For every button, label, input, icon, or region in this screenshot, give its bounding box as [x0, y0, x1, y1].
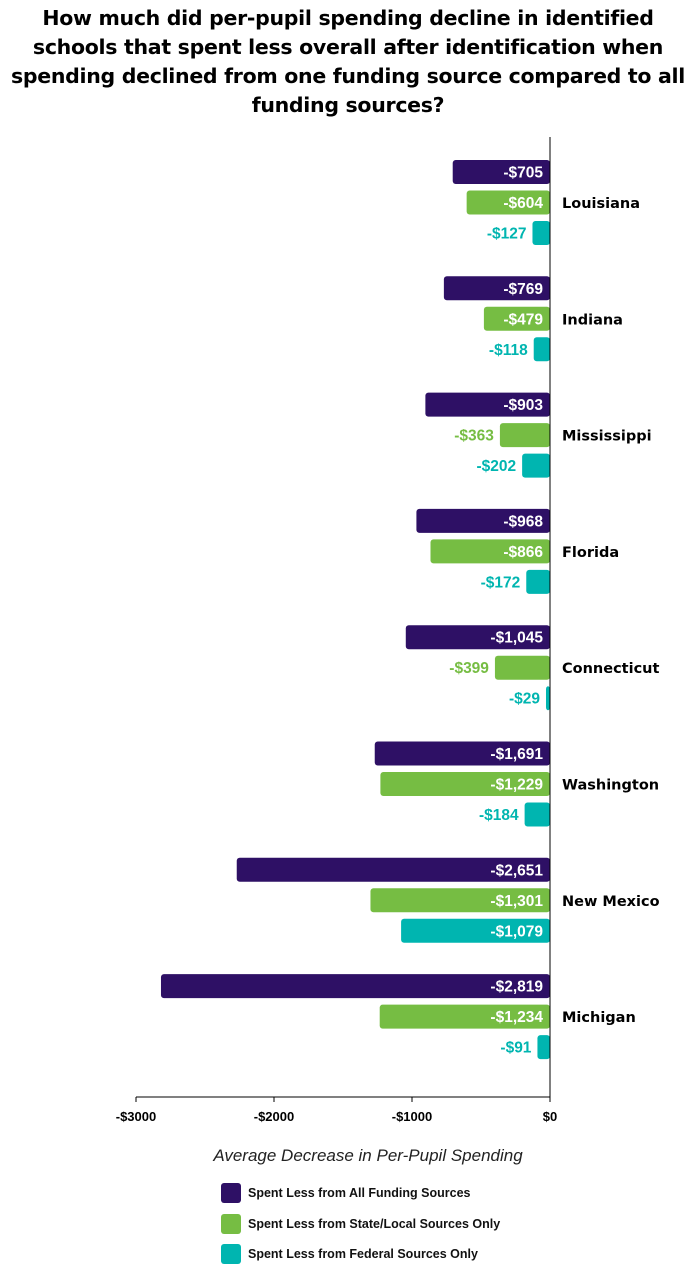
- x-tick-label-3: $0: [543, 1109, 557, 1124]
- x-tick-label-0: -$3000: [116, 1109, 156, 1124]
- bar-louisiana-state-local: [466, 190, 550, 215]
- bar-washington-federal: [524, 802, 550, 827]
- bar-florida-all-sources: [416, 508, 550, 533]
- bar-new-mexico-federal: [401, 918, 550, 943]
- data-label-new-mexico-state-local: -$1,301: [490, 893, 543, 910]
- bar-indiana-all-sources: [443, 276, 550, 301]
- data-label-mississippi-all-sources: -$903: [503, 397, 543, 414]
- legend-item-all-sources: Spent Less from All Funding Sources: [221, 1183, 500, 1203]
- legend-item-federal: Spent Less from Federal Sources Only: [221, 1244, 500, 1264]
- data-label-florida-all-sources: -$968: [503, 513, 543, 530]
- data-label-connecticut-federal: -$29: [509, 691, 540, 708]
- category-label-mississippi: Mississippi: [562, 429, 652, 445]
- data-label-indiana-federal: -$118: [489, 342, 528, 359]
- bar-washington-all-sources: [374, 741, 550, 766]
- data-label-new-mexico-all-sources: -$2,651: [490, 862, 543, 879]
- data-label-michigan-state-local: -$1,234: [490, 1009, 543, 1026]
- bar-connecticut-federal: [545, 686, 550, 711]
- bar-connecticut-state-local: [494, 655, 550, 680]
- data-label-florida-state-local: -$866: [503, 544, 543, 561]
- data-label-connecticut-state-local: -$399: [449, 660, 489, 677]
- bar-louisiana-federal: [532, 221, 550, 245]
- data-label-connecticut-all-sources: -$1,045: [490, 630, 543, 647]
- category-label-florida: Florida: [562, 545, 619, 561]
- category-label-louisiana: Louisiana: [562, 196, 640, 212]
- bar-indiana-state-local: [483, 306, 550, 331]
- legend-label-all-sources: Spent Less from All Funding Sources: [248, 1186, 471, 1200]
- category-label-connecticut: Connecticut: [562, 661, 659, 677]
- legend-swatch-federal: [221, 1244, 241, 1264]
- bar-washington-state-local: [380, 772, 550, 796]
- data-label-indiana-all-sources: -$769: [503, 281, 543, 298]
- bar-michigan-all-sources: [160, 974, 550, 999]
- data-label-indiana-state-local: -$479: [503, 311, 543, 328]
- data-label-louisiana-federal: -$127: [487, 226, 527, 243]
- data-label-michigan-federal: -$91: [500, 1040, 531, 1057]
- data-label-washington-federal: -$184: [479, 807, 519, 824]
- bar-michigan-federal: [537, 1035, 550, 1060]
- bar-mississippi-all-sources: [425, 392, 550, 417]
- data-label-new-mexico-federal: -$1,079: [490, 923, 543, 940]
- bar-mississippi-federal: [522, 453, 550, 478]
- legend-label-state-local: Spent Less from State/Local Sources Only: [248, 1216, 501, 1231]
- bar-new-mexico-state-local: [370, 888, 550, 913]
- bar-indiana-federal: [533, 337, 550, 362]
- data-label-louisiana-all-sources: -$705: [503, 165, 543, 182]
- x-axis-label: Average Decrease in Per-Pupil Spending: [213, 1146, 523, 1165]
- data-label-florida-federal: -$172: [481, 574, 521, 591]
- legend-swatch-all-sources: [221, 1183, 241, 1203]
- bar-mississippi-state-local: [499, 423, 550, 448]
- category-label-washington: Washington: [562, 778, 659, 794]
- legend-label-federal: Spent Less from Federal Sources Only: [248, 1247, 478, 1261]
- bar-florida-state-local: [430, 539, 550, 564]
- legend-swatch-state-local: [221, 1213, 241, 1234]
- legend: Spent Less from All Funding Sources Spen…: [221, 1183, 500, 1275]
- category-label-new-mexico: New Mexico: [562, 894, 660, 910]
- chart-title: How much did per-pupil spending decline …: [10, 6, 686, 117]
- data-label-louisiana-state-local: -$604: [503, 195, 543, 212]
- x-tick-label-1: -$2000: [254, 1109, 294, 1124]
- data-label-mississippi-state-local: -$363: [454, 428, 494, 445]
- bar-connecticut-all-sources: [405, 625, 550, 650]
- data-label-washington-all-sources: -$1,691: [490, 746, 543, 763]
- x-tick-label-2: -$1000: [392, 1109, 432, 1124]
- legend-item-state-local: Spent Less from State/Local Sources Only: [221, 1213, 501, 1234]
- data-label-mississippi-federal: -$202: [476, 458, 516, 475]
- bar-florida-federal: [526, 569, 550, 594]
- bar-louisiana-all-sources: [452, 160, 550, 184]
- bar-new-mexico-all-sources: [236, 857, 551, 882]
- data-label-michigan-all-sources: -$2,819: [490, 979, 543, 996]
- category-label-michigan: Michigan: [562, 1010, 636, 1026]
- bar-michigan-state-local: [379, 1004, 550, 1029]
- data-label-washington-state-local: -$1,229: [490, 777, 543, 794]
- category-label-indiana: Indiana: [562, 312, 623, 328]
